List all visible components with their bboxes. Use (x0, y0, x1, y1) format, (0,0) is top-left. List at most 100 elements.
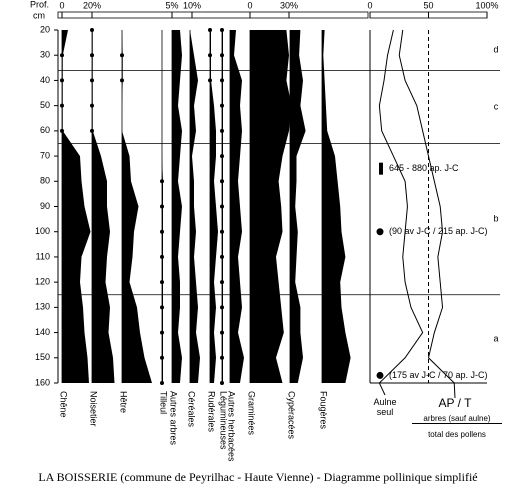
taxon-area (250, 30, 292, 383)
taxon-name: Autres herbacées (227, 391, 237, 462)
taxon-area (230, 30, 244, 383)
y-tick-label: 30 (40, 50, 50, 60)
taxon-name: Céréales (187, 391, 197, 428)
date-label: (175 av J-C / 70 ap. J-C) (389, 370, 488, 380)
ap-tick-label: 50 (423, 0, 433, 10)
scale-label: 30% (280, 0, 298, 10)
taxon-area (62, 30, 91, 383)
ap-line (378, 29, 424, 384)
taxon-name: Hêtre (119, 391, 129, 413)
y-tick-label: 40 (40, 75, 50, 85)
taxon-area (172, 30, 182, 383)
ap-numerator: arbres (sauf aulne) (412, 414, 502, 424)
presence-dot (220, 103, 224, 108)
presence-dot (220, 179, 224, 184)
presence-dot (220, 254, 224, 259)
presence-dot (220, 78, 224, 83)
presence-dot (90, 78, 94, 83)
ap-line (398, 29, 455, 384)
presence-dot (60, 78, 64, 83)
taxon-name: Tilleul (159, 391, 169, 414)
presence-dot (220, 154, 224, 159)
taxon-area (290, 30, 306, 383)
presence-dot (220, 53, 224, 58)
presence-dot (220, 229, 224, 234)
date-marker (376, 371, 384, 379)
y-tick-label: 50 (40, 100, 50, 110)
y-tick-label: 90 (40, 201, 50, 211)
presence-dot (208, 28, 212, 32)
taxon-name: Autres arbres (169, 391, 179, 446)
y-tick-label: 80 (40, 176, 50, 186)
y-label: Prof. (30, 0, 49, 9)
presence-dot (220, 355, 224, 360)
taxon-name: Noisetier (89, 391, 99, 427)
presence-dot (160, 305, 164, 310)
presence-dot (160, 355, 164, 360)
caption: LA BOISSERIE (commune de Peyrilhac - Hau… (38, 470, 477, 484)
y-tick-label: 70 (40, 150, 50, 160)
presence-dot (220, 280, 224, 285)
presence-dot (160, 280, 164, 285)
presence-dot (220, 381, 224, 385)
presence-dot (90, 103, 94, 108)
taxon-area (92, 30, 115, 383)
zone-label: a (493, 333, 498, 343)
y-unit: cm (33, 10, 45, 20)
taxon-area (210, 30, 218, 383)
pointer (378, 382, 386, 396)
y-tick-label: 110 (36, 251, 50, 261)
scale-label: 20% (83, 0, 101, 10)
presence-dot (60, 53, 64, 58)
zone-label: d (493, 45, 498, 55)
presence-dot (220, 204, 224, 209)
y-tick-label: 60 (40, 125, 50, 135)
presence-dot (60, 128, 64, 133)
presence-dot (160, 381, 164, 385)
scale-label: 0 (59, 0, 64, 10)
date-marker (376, 228, 384, 236)
scale-label: 10% (183, 0, 201, 10)
taxon-name: Cypéracées (287, 391, 297, 440)
presence-dot (120, 78, 124, 83)
presence-dot (160, 229, 164, 234)
taxon-name: Rudérales (207, 391, 217, 433)
taxon-name: Fougères (319, 391, 329, 430)
legend-apt: AP / T (438, 396, 472, 410)
presence-dot (160, 254, 164, 259)
taxon-area (122, 30, 152, 383)
y-tick-label: 150 (35, 352, 50, 362)
presence-dot (220, 128, 224, 133)
taxon-name: Légumineuses (219, 391, 229, 450)
y-tick-label: 130 (35, 302, 50, 312)
taxon-name: Chêne (59, 391, 69, 418)
presence-dot (160, 330, 164, 335)
taxon-name: Graminées (247, 391, 257, 436)
presence-dot (90, 53, 94, 58)
presence-dot (160, 204, 164, 209)
date-label: 645 - 880 ap. J-C (389, 163, 459, 173)
presence-dot (220, 305, 224, 310)
y-tick-label: 120 (35, 277, 50, 287)
presence-dot (208, 53, 212, 58)
zone-label: b (493, 213, 498, 223)
ap-tick-label: 100% (475, 0, 498, 10)
date-label: (90 av J-C / 215 ap. J-C) (389, 226, 488, 236)
taxon-area (322, 30, 351, 383)
y-tick-label: 140 (35, 327, 50, 337)
scale-label: 0 (247, 0, 252, 10)
presence-dot (120, 53, 124, 58)
presence-dot (220, 330, 224, 335)
ap-denominator: total des pollens (428, 430, 486, 439)
presence-dot (220, 28, 224, 32)
top-ruler (57, 11, 369, 19)
presence-dot (90, 128, 94, 133)
presence-dot (160, 179, 164, 184)
y-tick-label: 160 (35, 377, 50, 387)
y-tick-label: 100 (35, 226, 50, 236)
y-tick-label: 20 (40, 24, 50, 34)
presence-dot (60, 103, 64, 108)
date-marker (379, 162, 383, 175)
